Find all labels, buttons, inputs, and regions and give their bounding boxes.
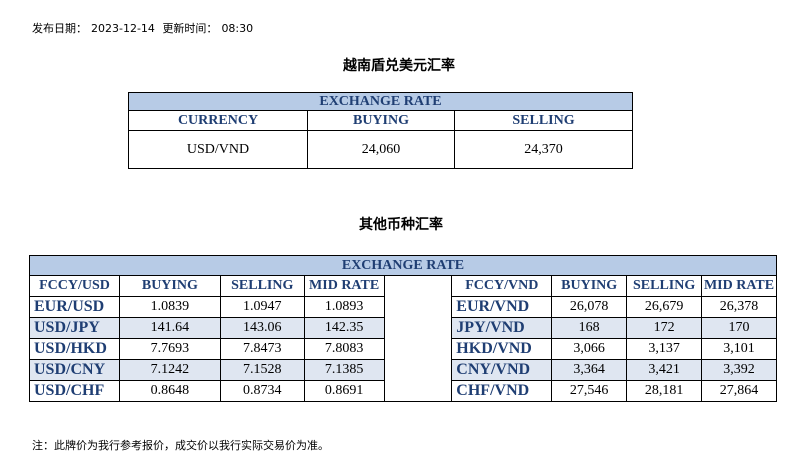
col-currency: CURRENCY bbox=[128, 110, 308, 131]
buying-cell: 168 bbox=[551, 317, 628, 339]
col-vnd-buying: BUYING bbox=[551, 275, 628, 297]
col-usd-mid: MID RATE bbox=[303, 275, 385, 297]
mid-cell: 170 bbox=[701, 317, 777, 339]
pair-cell: USD/HKD bbox=[29, 338, 120, 360]
disclaimer-note: 注：此牌价为我行参考报价，成交价以我行实际交易价为准。 bbox=[32, 439, 329, 452]
table-row: USD/HKD 7.7693 7.8473 7.8083 HKD/VND 3,0… bbox=[29, 338, 777, 360]
col-buying: BUYING bbox=[307, 110, 455, 131]
vnd-usd-table: EXCHANGE RATE CURRENCY BUYING SELLING US… bbox=[128, 92, 633, 169]
col-fccy-usd: FCCY/USD bbox=[29, 275, 120, 297]
pair-cell: CNY/VND bbox=[451, 359, 553, 381]
pair-cell: HKD/VND bbox=[451, 338, 553, 360]
buying-cell: 7.1242 bbox=[118, 359, 221, 381]
selling-cell: 172 bbox=[626, 317, 703, 339]
buying-cell: 3,066 bbox=[551, 338, 628, 360]
table-row: USD/CNY 7.1242 7.1528 7.1385 CNY/VND 3,3… bbox=[29, 359, 777, 381]
pair-cell: USD/CHF bbox=[29, 380, 120, 402]
mid-cell: 26,378 bbox=[701, 296, 777, 318]
exchange-rate-band: EXCHANGE RATE bbox=[128, 92, 633, 111]
mid-cell: 142.35 bbox=[303, 317, 385, 339]
buying-cell: 3,364 bbox=[551, 359, 628, 381]
publish-date: 2023-12-14 bbox=[91, 22, 155, 35]
col-usd-buying: BUYING bbox=[118, 275, 221, 297]
buying-cell: 141.64 bbox=[118, 317, 221, 339]
selling-cell: 0.8734 bbox=[219, 380, 305, 402]
mid-cell: 7.8083 bbox=[303, 338, 385, 360]
col-selling: SELLING bbox=[454, 110, 633, 131]
currency-cell: USD/VND bbox=[128, 130, 308, 169]
pair-cell: EUR/USD bbox=[29, 296, 120, 318]
buying-cell: 24,060 bbox=[307, 130, 455, 169]
other-currency-heading: 其他币种汇率 bbox=[359, 217, 443, 233]
exchange-rate-band-2: EXCHANGE RATE bbox=[29, 255, 777, 276]
update-time: 08:30 bbox=[221, 22, 254, 35]
selling-cell: 143.06 bbox=[219, 317, 305, 339]
selling-cell: 1.0947 bbox=[219, 296, 305, 318]
col-usd-selling: SELLING bbox=[219, 275, 305, 297]
buying-cell: 7.7693 bbox=[118, 338, 221, 360]
col-vnd-selling: SELLING bbox=[626, 275, 703, 297]
mid-cell: 3,392 bbox=[701, 359, 777, 381]
mid-cell: 7.1385 bbox=[303, 359, 385, 381]
vnd-usd-heading: 越南盾兑美元汇率 bbox=[343, 58, 455, 74]
pair-cell: JPY/VND bbox=[451, 317, 553, 339]
mid-cell: 0.8691 bbox=[303, 380, 385, 402]
table-row: EUR/USD 1.0839 1.0947 1.0893 EUR/VND 26,… bbox=[29, 296, 777, 318]
table-row: USD/CHF 0.8648 0.8734 0.8691 CHF/VND 27,… bbox=[29, 380, 777, 402]
pair-cell: EUR/VND bbox=[451, 296, 553, 318]
pair-cell: USD/CNY bbox=[29, 359, 120, 381]
publish-label: 发布日期： bbox=[32, 22, 87, 35]
spacer-column bbox=[383, 275, 453, 402]
pair-cell: CHF/VND bbox=[451, 380, 553, 402]
selling-cell: 3,137 bbox=[626, 338, 703, 360]
mid-cell: 3,101 bbox=[701, 338, 777, 360]
selling-cell: 7.8473 bbox=[219, 338, 305, 360]
selling-cell: 24,370 bbox=[454, 130, 633, 169]
publish-meta: 发布日期： 2023-12-14 更新时间： 08:30 bbox=[32, 20, 257, 36]
selling-cell: 3,421 bbox=[626, 359, 703, 381]
col-vnd-mid: MID RATE bbox=[701, 275, 777, 297]
buying-cell: 0.8648 bbox=[118, 380, 221, 402]
pair-cell: USD/JPY bbox=[29, 317, 120, 339]
buying-cell: 1.0839 bbox=[118, 296, 221, 318]
mid-cell: 27,864 bbox=[701, 380, 777, 402]
buying-cell: 26,078 bbox=[551, 296, 628, 318]
selling-cell: 26,679 bbox=[626, 296, 703, 318]
buying-cell: 27,546 bbox=[551, 380, 628, 402]
selling-cell: 7.1528 bbox=[219, 359, 305, 381]
update-label: 更新时间： bbox=[162, 22, 218, 35]
selling-cell: 28,181 bbox=[626, 380, 703, 402]
other-currency-table: EXCHANGE RATE FCCY/USD BUYING SELLING MI… bbox=[29, 255, 777, 402]
col-fccy-vnd: FCCY/VND bbox=[451, 275, 553, 297]
table-row: USD/JPY 141.64 143.06 142.35 JPY/VND 168… bbox=[29, 317, 777, 339]
mid-cell: 1.0893 bbox=[303, 296, 385, 318]
